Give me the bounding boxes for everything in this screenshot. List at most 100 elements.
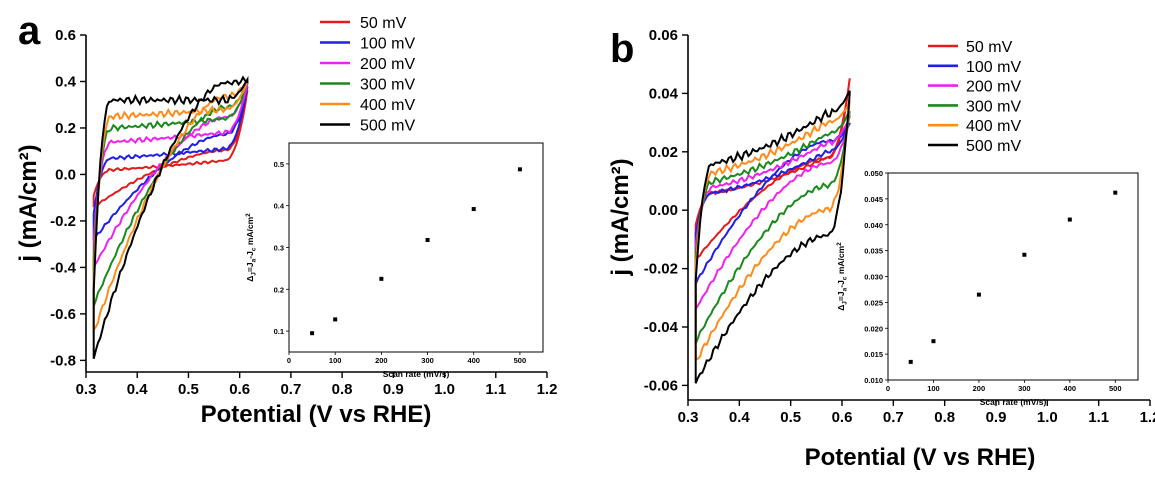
inset-y-tick-label: 0.035	[864, 247, 883, 256]
inset-y-tick-label: 0.020	[864, 324, 883, 333]
inset-y-tick-label: 0.040	[864, 221, 883, 230]
inset-y-label-part: c	[842, 276, 849, 280]
x-tick-label: 0.9	[986, 409, 1007, 426]
x-tick-label: 1.2	[1140, 409, 1155, 426]
series-line-400-mV	[694, 100, 851, 361]
inset-data-point	[931, 339, 936, 344]
inset-x-tick-label: 300	[421, 356, 434, 365]
inset-y-label-part: c	[251, 247, 258, 251]
x-tick-label: 0.3	[76, 381, 97, 398]
inset-x-tick-label: 0	[886, 384, 890, 393]
legend: 50 mV 100 mV 200 mV 300 mV 400 mV 500 mV	[320, 15, 415, 135]
chart-panel-a: a 0.3 0.4 0.5 0.6 0.7 0.8 0.9 1.0 1.1 1.2 -0.8 -0.6 -…	[15, 9, 557, 428]
inset-data-point	[976, 292, 981, 297]
inset-y-label-part: -J	[245, 251, 255, 259]
series-line-500-mV	[92, 75, 249, 360]
inset-x-tick-label: 400	[467, 356, 480, 365]
inset-y-axis-label: ΔJ=Ja-Jc mA/cm2	[836, 242, 849, 311]
inset-data-point	[908, 359, 913, 364]
y-tick-label: 0.2	[55, 120, 76, 137]
x-tick-label: 1.1	[485, 381, 506, 398]
inset-y-label-part: J	[251, 272, 258, 276]
inset-x-tick-label: 500	[1109, 384, 1122, 393]
y-tick-label: -0.4	[50, 259, 77, 276]
legend-label: 300 mV	[360, 77, 415, 94]
y-tick-label: -0.2	[50, 213, 76, 230]
legend-label: 400 mV	[966, 118, 1021, 135]
inset-data-point	[310, 331, 315, 336]
x-tick-label: 0.9	[383, 381, 404, 398]
inset-y-label-part: =J	[245, 262, 255, 272]
inset-frame	[887, 172, 1139, 381]
y-tick-label: 0.02	[649, 144, 678, 161]
legend: 50 mV 100 mV 200 mV 300 mV 400 mV 500 mV	[928, 39, 1021, 155]
legend-label: 100 mV	[966, 59, 1021, 76]
legend-label: 50 mV	[966, 39, 1013, 56]
inset-y-tick-label: 0.010	[864, 376, 883, 385]
y-tick-label: 0.06	[649, 27, 678, 44]
x-tick-label: 0.5	[780, 409, 801, 426]
x-tick-label: 0.6	[229, 381, 250, 398]
inset-y-label-part: =J	[836, 291, 846, 301]
inset-x-tick-label: 0	[287, 356, 291, 365]
inset-x-tick-label: 200	[375, 356, 388, 365]
inset-chart: 0 100 200 300 400 500 0.1 0.2 0.3 0.4 0.5 Scan rate…	[245, 142, 544, 379]
series-line-500-mV	[694, 90, 851, 384]
series-line-300-mV	[694, 110, 851, 344]
inset-data-point	[333, 317, 338, 322]
inset-y-label-part: mA/cm	[836, 245, 846, 276]
y-tick-label: -0.8	[50, 352, 76, 369]
x-axis-label: Potential (V vs RHE)	[201, 401, 432, 428]
x-tick-label: 0.6	[832, 409, 853, 426]
y-tick-label: -0.02	[644, 261, 678, 278]
inset-y-tick-label: 0.4	[274, 202, 285, 211]
inset-y-tick-label: 0.025	[864, 298, 883, 307]
legend-label: 50 mV	[360, 15, 407, 32]
inset-x-tick-label: 400	[1064, 384, 1077, 393]
inset-y-label-part: 2	[245, 213, 252, 217]
inset-x-axis-label: Scan rate (mV/s)	[383, 369, 450, 379]
inset-y-tick-label: 0.5	[274, 160, 284, 169]
inset-x-tick-label: 500	[514, 356, 527, 365]
series-line-200-mV	[694, 115, 851, 313]
inset-y-label-part: Δ	[245, 276, 255, 282]
inset-y-label-part: a	[251, 258, 258, 262]
inset-y-label-part: a	[842, 287, 849, 291]
x-tick-label: 1.1	[1088, 409, 1109, 426]
inset-x-tick-label: 100	[329, 356, 342, 365]
inset-y-label-part: Δ	[836, 305, 846, 311]
inset-chart: 0 100 200 300 400 500 0.010 0.015 0.020 0.025 0.03…	[836, 169, 1139, 407]
legend-label: 200 mV	[360, 56, 415, 73]
y-axis-label: j (mA/cm²)	[15, 144, 42, 262]
y-tick-label: 0.04	[649, 85, 679, 102]
x-tick-label: 1.0	[434, 381, 455, 398]
y-tick-label: -0.6	[50, 306, 76, 323]
x-tick-label: 0.3	[678, 409, 699, 426]
x-tick-label: 0.5	[178, 381, 199, 398]
x-tick-label: 0.4	[127, 381, 149, 398]
series-line-100-mV	[694, 122, 851, 285]
inset-x-tick-label: 200	[973, 384, 986, 393]
inset-y-axis-label: ΔJ=Ja-Jc mA/cm2	[245, 213, 258, 282]
y-axis-label: j (mA/cm²)	[607, 158, 634, 276]
inset-y-tick-label: 0.045	[864, 195, 883, 204]
y-tick-label: 0.4	[55, 73, 77, 90]
x-tick-label: 0.4	[729, 409, 751, 426]
legend-label: 100 mV	[360, 36, 415, 53]
inset-y-tick-label: 0.030	[864, 273, 883, 282]
inset-y-label-part: mA/cm	[245, 216, 255, 247]
inset-data-point	[517, 167, 522, 172]
x-axis-label: Potential (V vs RHE)	[805, 444, 1036, 471]
legend-label: 300 mV	[966, 98, 1021, 115]
y-tick-label: 0.00	[649, 202, 678, 219]
inset-y-label-part: 2	[836, 242, 843, 246]
x-tick-label: 0.8	[332, 381, 353, 398]
x-tick-label: 0.8	[934, 409, 955, 426]
y-tick-label: 0.0	[55, 166, 76, 183]
inset-y-label-part: J	[842, 301, 849, 305]
inset-y-tick-label: 0.1	[274, 327, 284, 336]
inset-data-point	[1113, 190, 1118, 195]
inset-y-tick-label: 0.050	[864, 169, 883, 178]
y-tick-label: -0.04	[644, 319, 679, 336]
